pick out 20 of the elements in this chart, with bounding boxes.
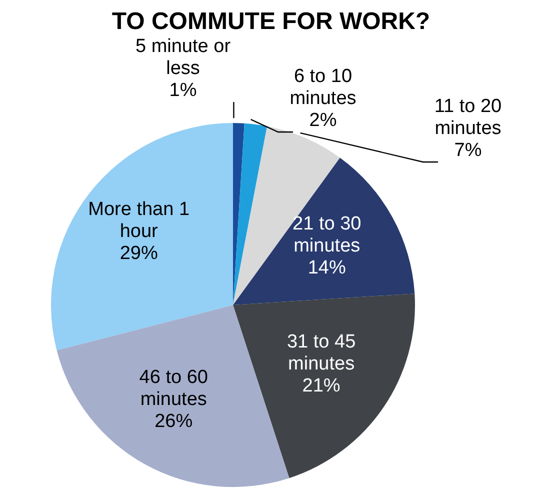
chart-title: TO COMMUTE FOR WORK? — [110, 8, 432, 36]
data-label: 29% — [120, 242, 158, 264]
slice-label: 11 to 20 minutes — [434, 96, 502, 139]
pie-slice — [51, 123, 233, 350]
pie-slice — [233, 294, 415, 478]
slice-label: More than 1 hour — [88, 198, 190, 242]
slice-label: 31 to 45 minutes — [286, 331, 356, 374]
data-label: 7% — [454, 140, 482, 161]
slice-label: 21 to 30 minutes — [292, 214, 362, 257]
data-label: 21% — [302, 375, 340, 396]
data-label: 14% — [308, 258, 346, 279]
slice-label: 6 to 10 minutes — [290, 66, 356, 109]
slice-label: 46 to 60 minutes — [139, 366, 208, 410]
slice-label: 5 minute or less — [135, 36, 232, 79]
data-label: 2% — [309, 110, 337, 131]
pie-slice — [233, 158, 415, 305]
data-label: 26% — [154, 410, 193, 432]
pie-slice — [233, 123, 268, 305]
pie-slice — [56, 305, 290, 487]
data-label: 1% — [169, 80, 197, 101]
